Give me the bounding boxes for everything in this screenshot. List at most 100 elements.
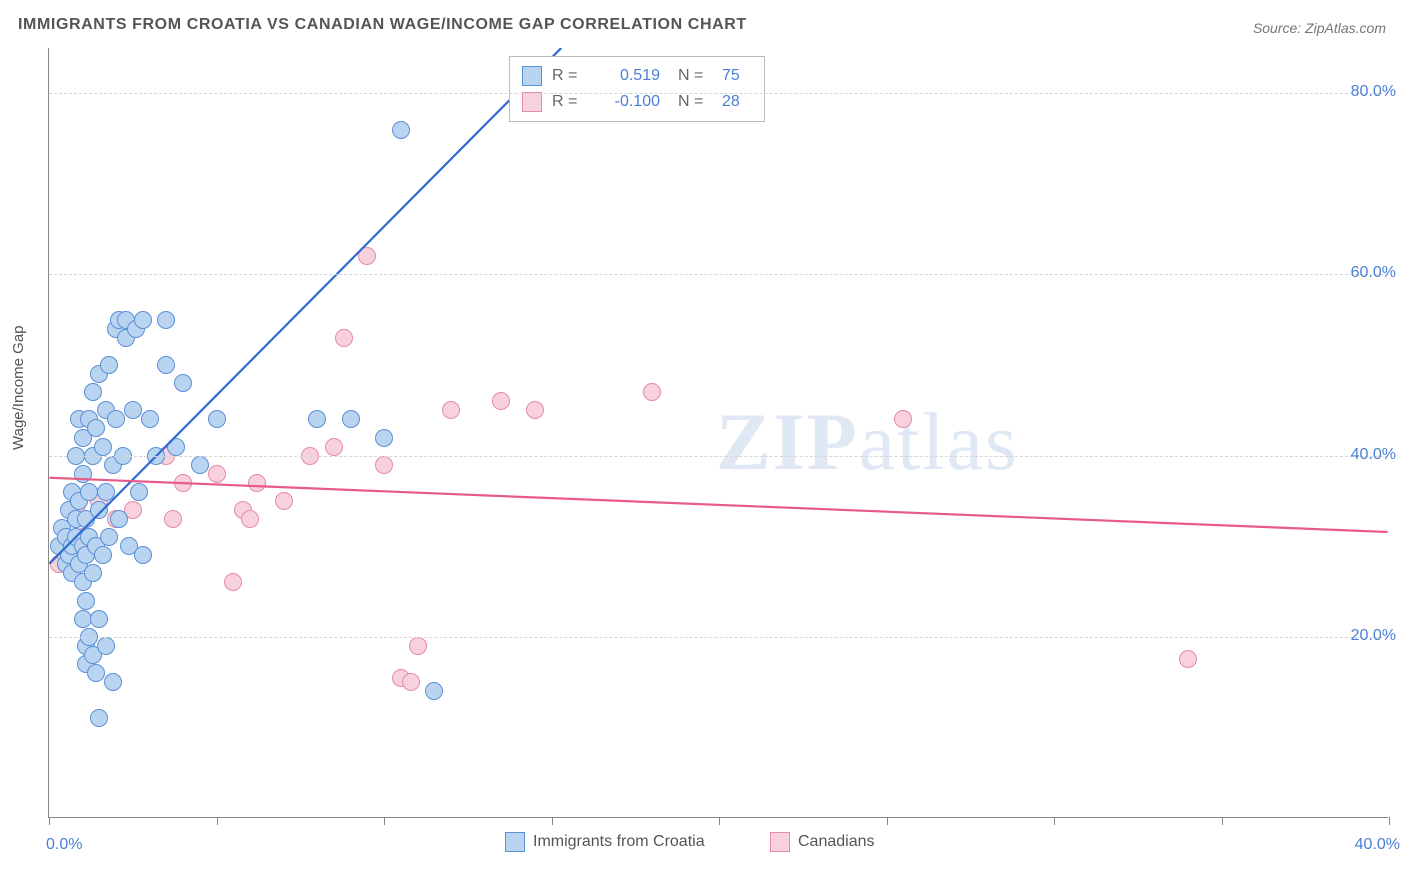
gridline-h xyxy=(49,456,1388,457)
data-point-canadians xyxy=(402,673,420,691)
x-tick-label: 40.0% xyxy=(1340,836,1400,854)
data-point-croatia xyxy=(80,483,98,501)
legend-swatch-croatia xyxy=(522,66,542,86)
y-tick-label: 60.0% xyxy=(1336,264,1396,282)
data-point-croatia xyxy=(104,673,122,691)
data-point-croatia xyxy=(134,311,152,329)
x-tick xyxy=(1222,817,1223,825)
watermark: ZIPatlas xyxy=(716,395,1019,489)
y-axis-label: Wage/Income Gap xyxy=(10,325,27,450)
series-legend-croatia: Immigrants from Croatia xyxy=(505,832,705,852)
data-point-canadians xyxy=(894,410,912,428)
data-point-canadians xyxy=(409,637,427,655)
data-point-croatia xyxy=(94,546,112,564)
data-point-canadians xyxy=(208,465,226,483)
data-point-croatia xyxy=(392,121,410,139)
x-tick xyxy=(1054,817,1055,825)
watermark-bold: ZIP xyxy=(716,396,859,487)
data-point-canadians xyxy=(164,510,182,528)
x-tick xyxy=(552,817,553,825)
data-point-croatia xyxy=(90,709,108,727)
data-point-canadians xyxy=(241,510,259,528)
legend-r-value-croatia: 0.519 xyxy=(596,67,660,85)
data-point-croatia xyxy=(157,356,175,374)
series-label-croatia: Immigrants from Croatia xyxy=(533,833,705,851)
y-tick-label: 20.0% xyxy=(1336,627,1396,645)
data-point-croatia xyxy=(124,401,142,419)
data-point-canadians xyxy=(1179,650,1197,668)
data-point-croatia xyxy=(375,429,393,447)
legend-n-value-canadians: 28 xyxy=(722,93,752,111)
data-point-canadians xyxy=(224,573,242,591)
x-tick xyxy=(1389,817,1390,825)
data-point-croatia xyxy=(97,483,115,501)
data-point-croatia xyxy=(191,456,209,474)
data-point-canadians xyxy=(442,401,460,419)
data-point-croatia xyxy=(141,410,159,428)
data-point-croatia xyxy=(342,410,360,428)
data-point-canadians xyxy=(375,456,393,474)
x-tick-label: 0.0% xyxy=(46,836,82,854)
data-point-croatia xyxy=(134,546,152,564)
x-tick xyxy=(887,817,888,825)
regression-line-croatia xyxy=(49,48,561,564)
legend-swatch-canadians xyxy=(770,832,790,852)
data-point-canadians xyxy=(492,392,510,410)
data-point-croatia xyxy=(74,610,92,628)
data-point-croatia xyxy=(77,592,95,610)
legend-n-label: N = xyxy=(678,67,712,85)
data-point-canadians xyxy=(358,247,376,265)
watermark-rest: atlas xyxy=(859,396,1019,487)
data-point-croatia xyxy=(110,510,128,528)
data-point-croatia xyxy=(100,356,118,374)
data-point-croatia xyxy=(90,501,108,519)
data-point-croatia xyxy=(308,410,326,428)
data-point-canadians xyxy=(335,329,353,347)
y-tick-label: 80.0% xyxy=(1336,83,1396,101)
legend-n-value-croatia: 75 xyxy=(722,67,752,85)
legend-r-label: R = xyxy=(552,67,586,85)
data-point-croatia xyxy=(208,410,226,428)
gridline-h xyxy=(49,93,1388,94)
data-point-croatia xyxy=(107,410,125,428)
data-point-croatia xyxy=(87,419,105,437)
data-point-croatia xyxy=(87,664,105,682)
plot-area: ZIPatlas R = 0.519 N = 75 R = -0.100 N = 28 xyxy=(48,48,1388,818)
legend-row-croatia: R = 0.519 N = 75 xyxy=(522,63,752,89)
x-tick xyxy=(49,817,50,825)
series-legend-canadians: Canadians xyxy=(770,832,875,852)
correlation-legend: R = 0.519 N = 75 R = -0.100 N = 28 xyxy=(509,56,765,122)
data-point-canadians xyxy=(275,492,293,510)
data-point-croatia xyxy=(425,682,443,700)
legend-n-label: N = xyxy=(678,93,712,111)
y-tick-label: 40.0% xyxy=(1336,446,1396,464)
data-point-canadians xyxy=(248,474,266,492)
data-point-croatia xyxy=(174,374,192,392)
data-point-canadians xyxy=(526,401,544,419)
x-tick xyxy=(217,817,218,825)
x-tick xyxy=(719,817,720,825)
data-point-croatia xyxy=(100,528,118,546)
gridline-h xyxy=(49,637,1388,638)
gridline-h xyxy=(49,274,1388,275)
data-point-croatia xyxy=(94,438,112,456)
regression-lines xyxy=(49,48,1388,817)
legend-swatch-canadians xyxy=(522,92,542,112)
legend-r-label: R = xyxy=(552,93,586,111)
chart-title: IMMIGRANTS FROM CROATIA VS CANADIAN WAGE… xyxy=(18,16,747,34)
legend-r-value-canadians: -0.100 xyxy=(596,93,660,111)
data-point-canadians xyxy=(174,474,192,492)
data-point-croatia xyxy=(84,564,102,582)
series-label-canadians: Canadians xyxy=(798,833,875,851)
chart-container: IMMIGRANTS FROM CROATIA VS CANADIAN WAGE… xyxy=(0,0,1406,892)
source-attribution: Source: ZipAtlas.com xyxy=(1253,20,1386,36)
data-point-canadians xyxy=(325,438,343,456)
data-point-croatia xyxy=(130,483,148,501)
legend-swatch-croatia xyxy=(505,832,525,852)
x-tick xyxy=(384,817,385,825)
data-point-croatia xyxy=(167,438,185,456)
data-point-canadians xyxy=(643,383,661,401)
data-point-croatia xyxy=(97,637,115,655)
data-point-croatia xyxy=(157,311,175,329)
data-point-croatia xyxy=(74,465,92,483)
